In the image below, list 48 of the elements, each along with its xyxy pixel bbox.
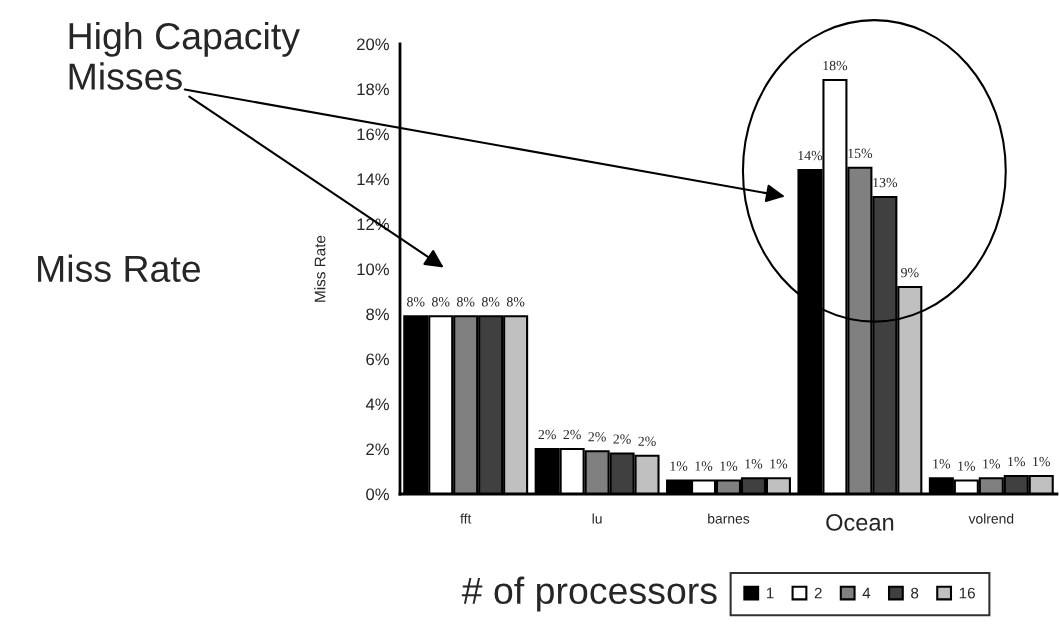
data-label: 8% (506, 297, 525, 307)
data-label: 2% (638, 436, 656, 447)
data-label: 8% (481, 297, 500, 307)
data-label: 2% (613, 434, 631, 444)
y-tick-label: 20% (357, 38, 389, 51)
data-label: 13% (873, 177, 898, 188)
data-label: 1% (983, 459, 1001, 469)
x-tick-label: barnes (708, 513, 750, 524)
text: High Capacity Misses (69, 21, 300, 90)
y-tick-label: 8% (366, 308, 389, 321)
data-label: 2% (588, 432, 606, 442)
data-label: 1% (1008, 456, 1026, 467)
x-tick-label: Ocean (826, 514, 894, 531)
legend-label: 1 (766, 587, 774, 599)
data-label: 15% (848, 148, 873, 159)
data-label: 18% (823, 60, 848, 71)
data-label: 1% (670, 461, 688, 471)
x-tick-label: lu (592, 513, 602, 524)
text: Miss Rate (38, 254, 201, 283)
legend-label: 16 (959, 587, 975, 599)
y-tick-label: 4% (365, 398, 389, 411)
y-tick-label: 2% (366, 443, 389, 456)
data-label: 1% (933, 459, 951, 469)
data-label: 2% (538, 429, 556, 440)
data-label: 1% (958, 461, 976, 471)
legend-label: 8 (911, 587, 919, 599)
y-tick-label: 0% (366, 488, 389, 501)
x-tick-label: fft (460, 513, 472, 524)
data-label: 1% (770, 459, 788, 469)
data-label: 8% (407, 297, 425, 307)
y-tick-label: 6% (366, 353, 389, 366)
y-tick-label: 18% (357, 83, 389, 96)
legend-label: 4 (862, 587, 871, 599)
y-axis-title: Miss Rate (314, 235, 326, 302)
x-tick-label: volrend (968, 513, 1014, 524)
y-tick-label: 10% (357, 263, 389, 276)
legend-title: # of processors (461, 576, 717, 612)
data-label: 1% (1033, 456, 1051, 467)
data-label: 1% (695, 461, 713, 471)
legend-label: 2 (814, 587, 822, 599)
data-label: 2% (563, 429, 581, 440)
data-label: 9% (901, 267, 919, 278)
y-tick-label: 16% (357, 128, 389, 141)
data-label: 1% (745, 459, 763, 469)
data-label: 8% (432, 297, 450, 307)
data-label: 1% (720, 461, 738, 471)
y-tick-label: 14% (357, 173, 389, 186)
data-label: 8% (456, 297, 475, 307)
